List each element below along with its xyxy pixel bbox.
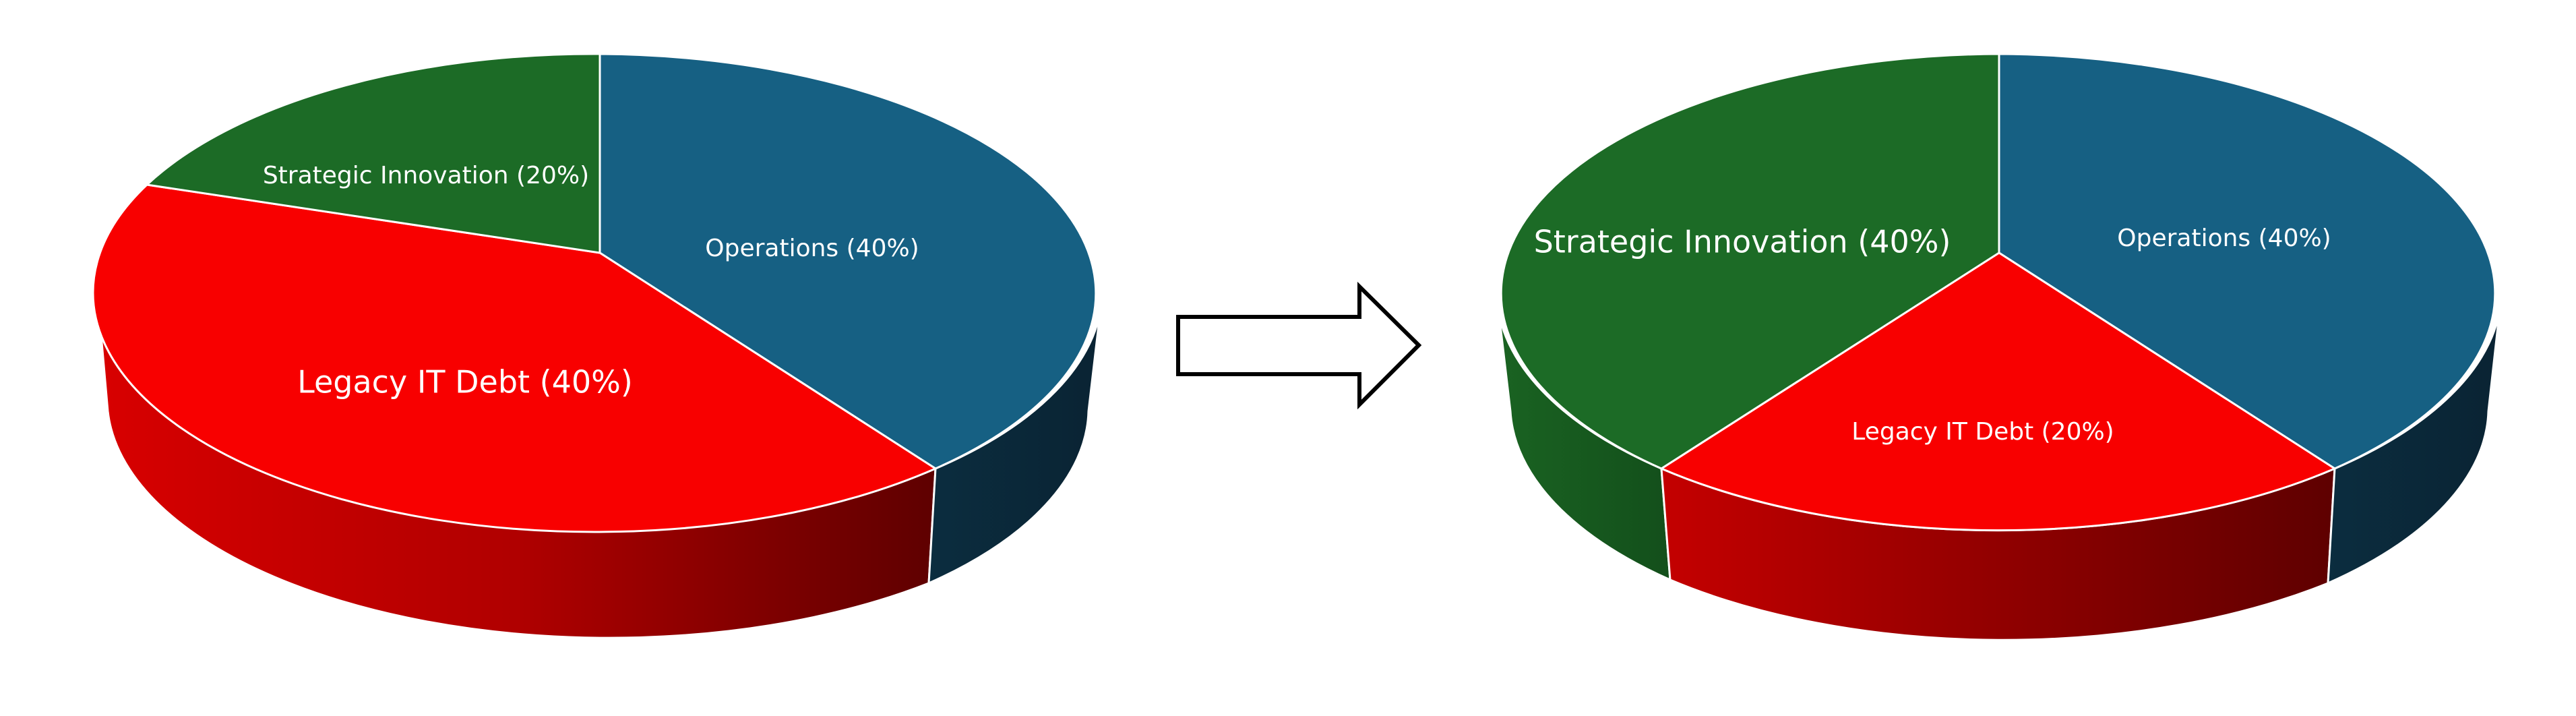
label-strategic-innovation: Strategic Innovation (20%) <box>263 162 589 189</box>
label-strategic-innovation: Strategic Innovation (40%) <box>1534 224 1951 260</box>
label-legacy-it-debt: Legacy IT Debt (20%) <box>1851 418 2114 446</box>
pie-chart-before: Operations (40%) Legacy IT Debt (40%) St… <box>92 53 1103 639</box>
label-operations: Operations (40%) <box>2117 225 2331 252</box>
label-legacy-it-debt: Legacy IT Debt (40%) <box>297 364 633 400</box>
pie-chart-after: Operations (40%) Legacy IT Debt (20%) St… <box>1496 53 2503 641</box>
side-operations <box>2327 296 2503 585</box>
slice-operations <box>1998 53 2496 470</box>
slice-legacy-it-debt <box>92 183 938 533</box>
slice-strategic-innovation <box>1500 53 2000 470</box>
side-operations <box>927 296 1103 585</box>
slice-strategic-innovation <box>144 53 601 254</box>
right-arrow-outline-icon <box>1176 281 1422 410</box>
label-operations: Operations (40%) <box>705 235 919 262</box>
slice-legacy-it-debt <box>1659 251 2337 532</box>
slice-operations <box>599 53 1097 470</box>
